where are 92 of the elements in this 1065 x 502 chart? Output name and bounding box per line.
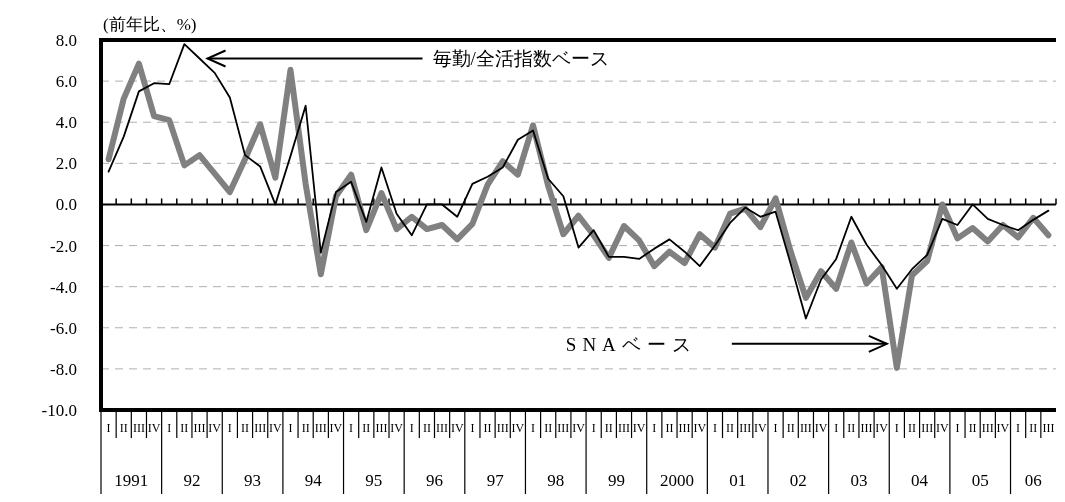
x-tick-label: II — [362, 421, 371, 435]
text: 92 — [183, 471, 201, 490]
x-tick-label: I — [773, 421, 778, 435]
x-tick-label: IV — [693, 421, 707, 435]
text: 01 — [729, 471, 747, 490]
text: 98 — [547, 471, 565, 490]
x-tick-label: III — [617, 421, 630, 435]
y-tick-label: -8.0 — [50, 359, 77, 379]
x-tick-label: II — [241, 421, 250, 435]
text: 97 — [486, 471, 505, 490]
x-tick-label: II — [786, 421, 795, 435]
x-tick-label: IV — [572, 421, 586, 435]
x-tick-label: I — [409, 421, 414, 435]
x-tick-label: I — [531, 421, 536, 435]
annotation: SNAベース — [565, 333, 697, 355]
x-tick-label: IV — [390, 421, 404, 435]
text: 04 — [911, 471, 929, 490]
x-tick-label: I — [591, 421, 596, 435]
x-tick-label: III — [254, 421, 267, 435]
text: 94 — [304, 471, 323, 490]
x-tick-label: IV — [935, 421, 949, 435]
x-tick-label: II — [726, 421, 735, 435]
x-tick-label: II — [604, 421, 613, 435]
y-tick-label: -2.0 — [50, 236, 77, 256]
x-tick-label: I — [470, 421, 475, 435]
y-axis-title: (前年比、%) — [103, 15, 197, 34]
x-tick-label: III — [314, 421, 327, 435]
text: 05 — [971, 471, 989, 490]
x-tick-label: II — [483, 421, 492, 435]
x-tick-label: IV — [632, 421, 646, 435]
x-tick-label: I — [167, 421, 172, 435]
x-tick-label: I — [1016, 421, 1021, 435]
text: 95 — [365, 471, 383, 490]
x-tick-label: I — [227, 421, 232, 435]
text: 06 — [1024, 471, 1042, 490]
x-tick-label: III — [557, 421, 570, 435]
x-tick-label: IV — [208, 421, 222, 435]
x-tick-label: II — [544, 421, 553, 435]
y-tick-label: -4.0 — [50, 277, 77, 297]
x-tick-label: I — [955, 421, 960, 435]
x-tick-label: I — [712, 421, 717, 435]
x-tick-label: IV — [147, 421, 161, 435]
x-tick-label: I — [349, 421, 354, 435]
x-tick-label: III — [436, 421, 449, 435]
x-tick-label: III — [678, 421, 691, 435]
text: 96 — [425, 471, 443, 490]
x-tick-label: IV — [329, 421, 343, 435]
x-tick-label: III — [860, 421, 873, 435]
x-tick-label: III — [132, 421, 145, 435]
x-tick-label: III — [799, 421, 812, 435]
y-tick-label: -10.0 — [41, 400, 77, 420]
x-tick-label: IV — [754, 421, 768, 435]
annotation: 毎勤/全活指数ベース — [432, 48, 609, 70]
x-tick-label: I — [106, 421, 111, 435]
x-tick-label: III — [496, 421, 509, 435]
x-tick-label: III — [375, 421, 388, 435]
x-tick-label: II — [665, 421, 674, 435]
y-tick-label: 8.0 — [55, 30, 77, 50]
text: 03 — [850, 471, 868, 490]
x-tick-label: II — [1029, 421, 1038, 435]
x-tick-label: III — [193, 421, 206, 435]
x-tick-label: IV — [511, 421, 525, 435]
y-tick-label: 2.0 — [55, 154, 77, 174]
x-tick-label: I — [894, 421, 899, 435]
x-tick-label: I — [288, 421, 293, 435]
x-tick-label: IV — [268, 421, 282, 435]
x-tick-label: IV — [996, 421, 1010, 435]
x-tick-label: III — [1042, 421, 1055, 435]
x-tick-label: IV — [450, 421, 464, 435]
x-tick-label: I — [834, 421, 839, 435]
y-tick-label: 0.0 — [55, 195, 77, 215]
x-tick-label: II — [180, 421, 189, 435]
x-tick-label: II — [847, 421, 856, 435]
x-tick-label: III — [981, 421, 994, 435]
y-tick-label: -6.0 — [50, 318, 77, 338]
x-tick-label: III — [921, 421, 934, 435]
text: 1991 — [114, 471, 149, 490]
y-tick-label: 6.0 — [55, 72, 77, 92]
x-tick-label: II — [119, 421, 128, 435]
x-tick-label: II — [968, 421, 977, 435]
x-tick-label: IV — [814, 421, 828, 435]
x-tick-label: II — [907, 421, 916, 435]
x-tick-label: II — [422, 421, 431, 435]
text: 02 — [789, 471, 807, 490]
text: 99 — [607, 471, 625, 490]
text: 2000 — [660, 471, 695, 490]
x-tick-label: I — [652, 421, 657, 435]
x-tick-label: III — [739, 421, 752, 435]
x-tick-label: IV — [875, 421, 889, 435]
y-tick-label: 4.0 — [55, 113, 77, 133]
x-tick-label: II — [301, 421, 310, 435]
text: 93 — [244, 471, 262, 490]
